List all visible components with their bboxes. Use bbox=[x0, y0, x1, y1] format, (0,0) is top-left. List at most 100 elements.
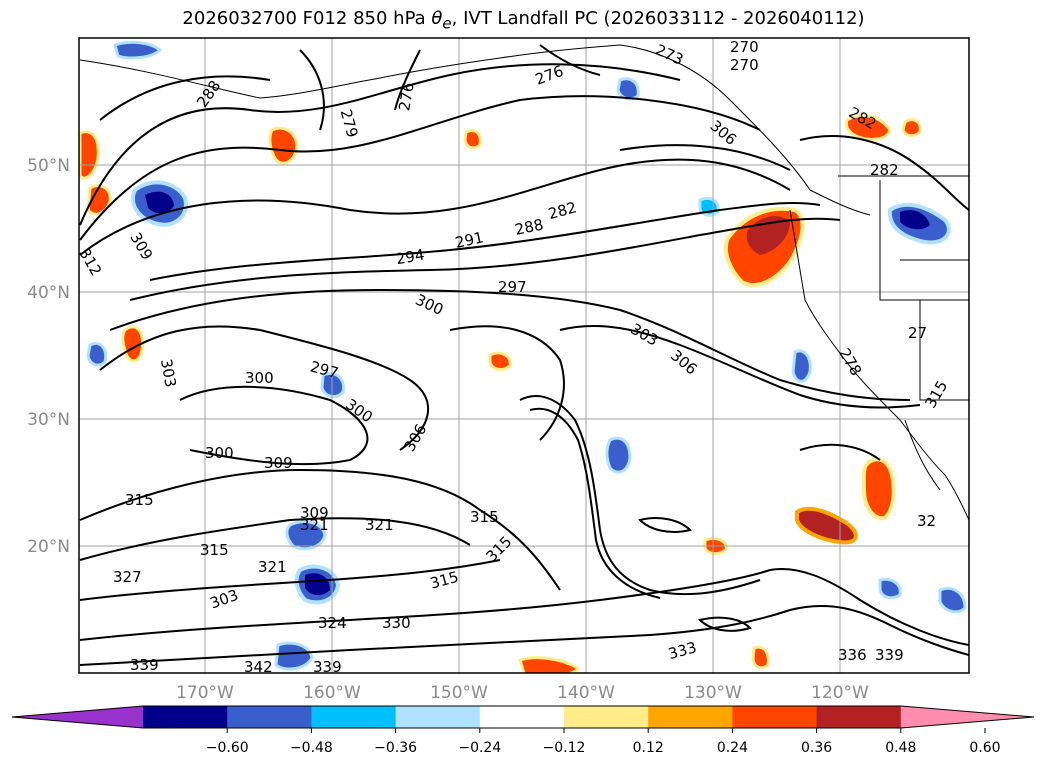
contour-label: 300 bbox=[245, 369, 274, 387]
contour-line bbox=[79, 517, 471, 561]
lon-label-120w: 120°W bbox=[811, 683, 869, 703]
map-frame bbox=[78, 37, 970, 674]
contour-line bbox=[179, 385, 369, 466]
contour-label: 309 bbox=[264, 454, 293, 472]
contour-label: 303 bbox=[157, 357, 180, 388]
contour-line bbox=[539, 44, 601, 76]
contour-line bbox=[79, 468, 561, 591]
contour-label: 339 bbox=[130, 656, 159, 674]
shading-blob bbox=[305, 573, 330, 596]
contour-label: 270 bbox=[730, 38, 759, 56]
contour-line bbox=[99, 75, 271, 121]
contour-line bbox=[799, 135, 969, 211]
colorbar-tick-label: −0.60 bbox=[206, 740, 249, 756]
shading-blob bbox=[86, 342, 108, 367]
theta-subscript: e bbox=[442, 14, 452, 33]
contour-line bbox=[79, 95, 761, 241]
contour-label: 315 bbox=[125, 491, 154, 509]
shading-blob bbox=[795, 506, 858, 545]
contour-labels: 288 279 276 276 270 273 270 282 282 294 … bbox=[75, 38, 951, 676]
contour-line bbox=[799, 443, 881, 461]
contour-label: 300 bbox=[205, 444, 234, 462]
negative-pc-shading bbox=[86, 40, 967, 671]
contour-line bbox=[79, 559, 501, 601]
colorbar-outline bbox=[11, 705, 1035, 729]
contour-line bbox=[109, 288, 911, 401]
state-border bbox=[919, 300, 969, 401]
contour-line bbox=[619, 144, 791, 171]
contour-label: 321 bbox=[258, 558, 287, 576]
title-prefix: 2026032700 F012 850 hPa bbox=[182, 8, 432, 29]
contour-line bbox=[299, 49, 325, 131]
figure-title: 2026032700 F012 850 hPa θe, IVT Landfall… bbox=[0, 8, 1047, 33]
shading-blob bbox=[285, 520, 327, 551]
contour-label: 291 bbox=[453, 228, 485, 252]
lon-label-130w: 130°W bbox=[684, 683, 742, 703]
colorbar-tick-label: −0.12 bbox=[543, 740, 586, 756]
contour-line bbox=[449, 325, 565, 441]
colorbar-tick-label: 0.24 bbox=[717, 740, 748, 756]
colorbar-segment bbox=[143, 706, 228, 728]
contour-line bbox=[149, 201, 821, 281]
lat-label-20n: 20°N bbox=[27, 537, 70, 557]
theta-e-contours bbox=[79, 44, 969, 666]
latitude-labels: 50°N 40°N 30°N 20°N bbox=[27, 156, 70, 557]
contour-label: 315 bbox=[200, 541, 229, 559]
colorbar-segment bbox=[311, 706, 397, 728]
contour-label: 27 bbox=[908, 324, 927, 342]
contour-line bbox=[698, 616, 752, 632]
shading-blob bbox=[274, 641, 314, 671]
contour-line bbox=[638, 517, 692, 533]
contour-line bbox=[129, 217, 841, 301]
colorbar-tick-label: −0.48 bbox=[290, 740, 333, 756]
colorbar-tick-label: 0.36 bbox=[801, 740, 832, 756]
shading-blob bbox=[268, 126, 299, 165]
colorbar-tick-label: 0.60 bbox=[969, 740, 1000, 756]
shading-blob bbox=[605, 436, 632, 474]
shading-blob bbox=[751, 645, 770, 670]
shading-blob bbox=[79, 130, 100, 180]
shading-blob bbox=[901, 118, 922, 138]
colorbar-tick-label: −0.24 bbox=[458, 740, 501, 756]
contour-label: 330 bbox=[382, 614, 411, 632]
shading-blob bbox=[518, 656, 580, 673]
contour-label: 297 bbox=[498, 278, 527, 296]
colorbar-segment bbox=[227, 706, 312, 728]
shading-blob bbox=[488, 351, 512, 371]
contour-label: 321 bbox=[300, 516, 329, 534]
colorbar-extend-high bbox=[900, 706, 1034, 728]
theta-symbol: θ bbox=[431, 8, 443, 29]
contour-label: 339 bbox=[875, 646, 904, 664]
lon-label-140w: 140°W bbox=[557, 683, 615, 703]
colorbar-segment bbox=[395, 706, 481, 728]
lon-label-160w: 160°W bbox=[303, 683, 361, 703]
shading-blob bbox=[463, 129, 482, 150]
contour-line bbox=[79, 568, 969, 646]
shading-blob bbox=[145, 191, 174, 214]
colorbar-extend-low bbox=[12, 706, 143, 728]
map-background bbox=[79, 38, 969, 673]
contour-line bbox=[79, 604, 969, 666]
shading-blob bbox=[113, 40, 163, 60]
contour-line bbox=[79, 63, 681, 226]
colorbar-segment bbox=[732, 706, 818, 728]
colorbar: −0.60 −0.48 −0.36 −0.24 −0.12 0.12 0.24 0.36 0.4… bbox=[11, 705, 1035, 756]
colorbar-segment bbox=[564, 706, 649, 728]
shading-blob bbox=[616, 77, 640, 101]
colorbar-tick-label: 0.48 bbox=[885, 740, 916, 756]
contour-label: 342 bbox=[244, 658, 273, 676]
contour-label: 270 bbox=[730, 56, 759, 74]
lat-label-30n: 30°N bbox=[27, 410, 70, 430]
shading-blob bbox=[121, 325, 145, 363]
shading-blob bbox=[320, 372, 345, 399]
contour-label: 288 bbox=[513, 215, 545, 239]
shading-blob bbox=[938, 586, 967, 614]
state-border bbox=[879, 180, 969, 301]
contour-label: 276 bbox=[395, 81, 418, 112]
contour-line bbox=[519, 395, 761, 596]
title-suffix: , IVT Landfall PC (2026033112 - 20260401… bbox=[451, 8, 865, 29]
shading-blob bbox=[791, 349, 812, 383]
colorbar-tick-label: −0.36 bbox=[374, 740, 417, 756]
contour-label: 294 bbox=[394, 246, 425, 269]
